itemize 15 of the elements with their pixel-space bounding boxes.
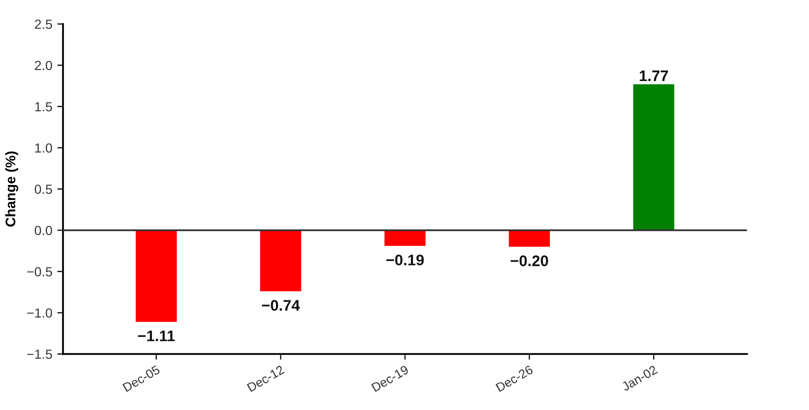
y-tick-label: 0.0 xyxy=(34,226,52,236)
data-label: 1.77 xyxy=(640,70,668,82)
y-tick-label: −1.5 xyxy=(27,350,52,359)
y-tick-label: 2.0 xyxy=(34,60,52,70)
y-tick-label: −1.0 xyxy=(27,308,52,318)
data-label: −0.19 xyxy=(386,254,424,266)
y-tick-label: 1.0 xyxy=(35,143,52,153)
data-label: −0.20 xyxy=(510,255,548,266)
data-label: −1.11 xyxy=(138,330,175,342)
y-tick-label: 0.5 xyxy=(34,184,52,194)
y-tick-label: −0.5 xyxy=(27,267,52,276)
y-tick-label: 1.5 xyxy=(35,102,52,112)
data-label: −0.74 xyxy=(262,300,300,311)
y-axis-title: Change (%) xyxy=(5,151,18,227)
y-tick-label: 2.5 xyxy=(34,20,52,29)
